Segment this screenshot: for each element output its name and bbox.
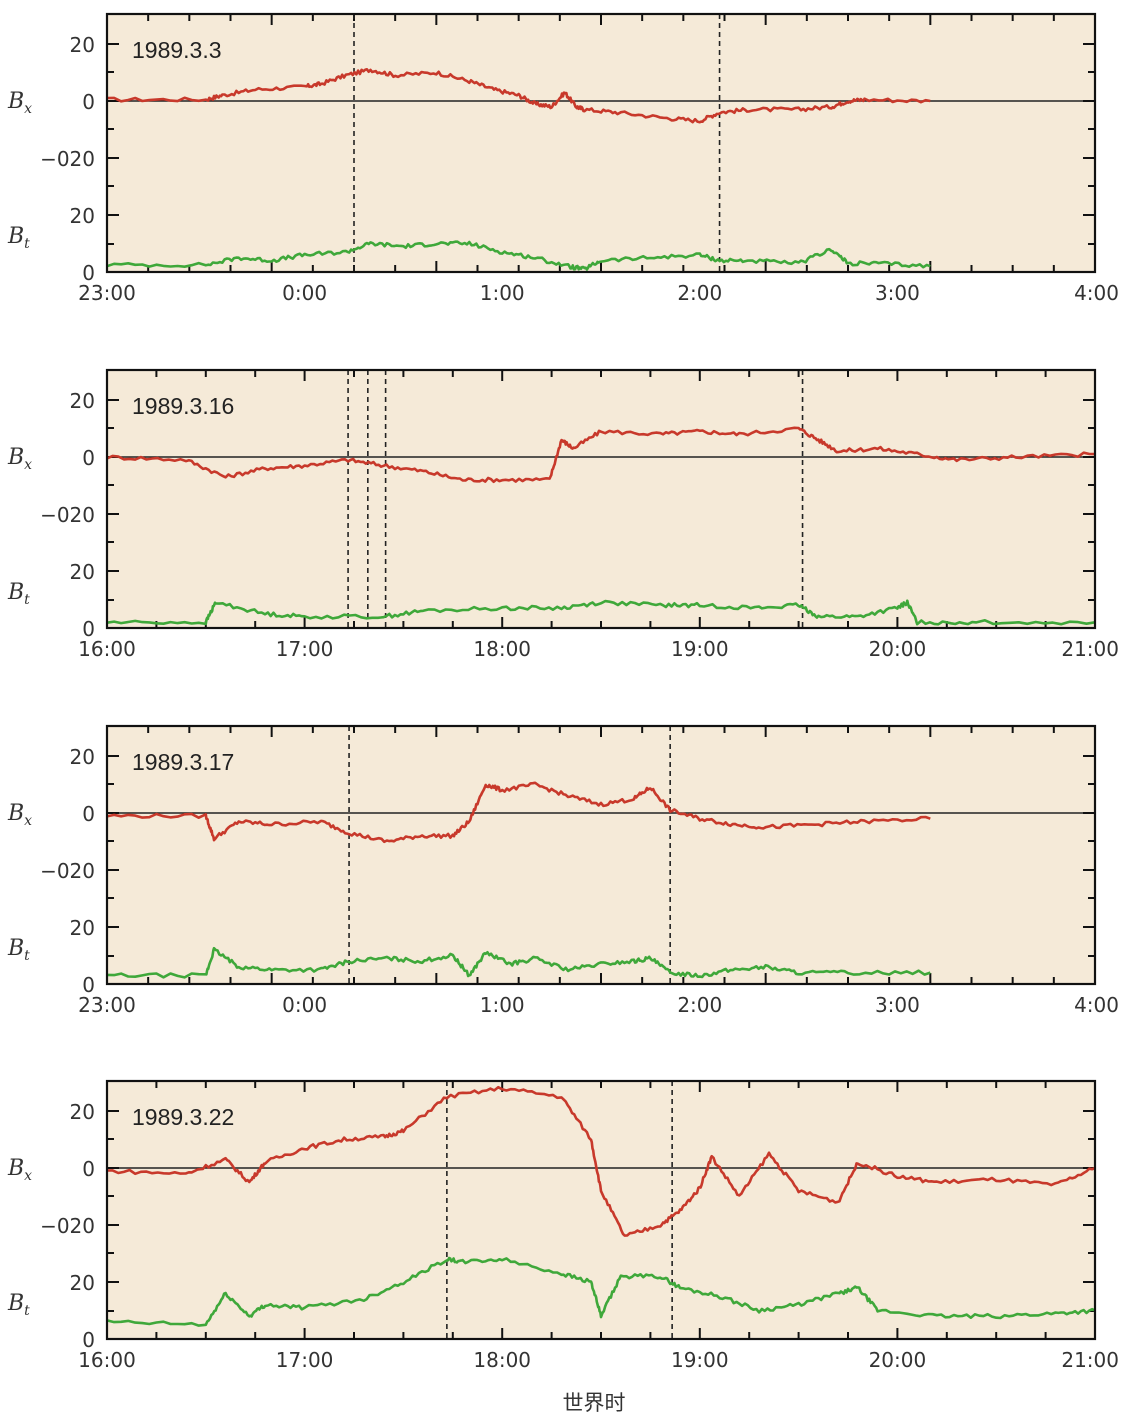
x-tick-label: 4:00 xyxy=(1074,993,1119,1017)
plot-background xyxy=(107,1081,1095,1339)
x-tick-label: 18:00 xyxy=(473,1348,531,1372)
bt-axis-label: Bt xyxy=(7,936,30,964)
x-tick-label: 19:00 xyxy=(671,1348,729,1372)
y-tick-label: 0 xyxy=(82,90,95,114)
x-tick-label: 23:00 xyxy=(78,281,136,305)
plot-frame xyxy=(105,368,1097,630)
y-tick-label: 0 xyxy=(82,973,95,997)
plot-background xyxy=(107,726,1095,984)
y-tick-label: 0 xyxy=(82,261,95,285)
x-tick-label: 17:00 xyxy=(276,637,334,661)
x-tick-label: 0:00 xyxy=(282,993,327,1017)
series-bx-line xyxy=(106,1085,1096,1237)
x-tick-label: 21:00 xyxy=(1061,1348,1119,1372)
x-tick-label: 20:00 xyxy=(869,637,927,661)
x-tick-label: 20:00 xyxy=(869,1348,927,1372)
bx-axis-label: Bx xyxy=(7,801,32,829)
panel-date-label: 1989.3.3 xyxy=(132,37,222,63)
y-tick-label: −020 xyxy=(40,1214,95,1238)
y-tick-label: −020 xyxy=(40,503,95,527)
plot-frame xyxy=(105,1079,1097,1341)
x-tick-label: 2:00 xyxy=(677,993,722,1017)
series-bx-line xyxy=(106,426,1096,484)
plot-frame xyxy=(105,724,1097,986)
bx-axis-label: Bx xyxy=(7,445,32,473)
y-tick-label: 20 xyxy=(70,1271,95,1295)
x-tick-label: 1:00 xyxy=(480,993,525,1017)
x-tick-label: 19:00 xyxy=(671,637,729,661)
y-tick-label: 0 xyxy=(82,446,95,470)
x-tick-label: 21:00 xyxy=(1061,637,1119,661)
y-tick-label: 20 xyxy=(70,745,95,769)
y-tick-label: 20 xyxy=(70,1100,95,1124)
x-tick-label: 23:00 xyxy=(78,993,136,1017)
y-tick-label: 20 xyxy=(70,204,95,228)
plot-frame xyxy=(105,12,1097,274)
bx-axis-label: Bx xyxy=(7,1156,32,1184)
x-tick-label: 3:00 xyxy=(875,281,920,305)
plot-background xyxy=(107,14,1095,272)
y-tick-label: 20 xyxy=(70,33,95,57)
x-tick-label: 16:00 xyxy=(78,1348,136,1372)
x-tick-label: 2:00 xyxy=(677,281,722,305)
series-bx-line xyxy=(106,68,931,124)
bx-axis-label: Bx xyxy=(7,89,32,117)
y-tick-label: 0 xyxy=(82,802,95,826)
panel-date-label: 1989.3.17 xyxy=(132,749,234,775)
x-tick-label: 4:00 xyxy=(1074,281,1119,305)
series-bt-line xyxy=(106,1256,1096,1327)
x-axis-label: 世界时 xyxy=(563,1391,626,1415)
x-tick-label: 0:00 xyxy=(282,281,327,305)
y-tick-label: 20 xyxy=(70,560,95,584)
x-tick-label: 16:00 xyxy=(78,637,136,661)
y-tick-label: 0 xyxy=(82,1328,95,1352)
x-tick-label: 1:00 xyxy=(480,281,525,305)
bt-axis-label: Bt xyxy=(7,580,30,608)
panel-date-label: 1989.3.22 xyxy=(132,1104,234,1130)
panel-1989-3-3: 23:00 0:00 1:00 2:00 3:00 4:00 20 0 −020 20 0 Bx Bt 1… xyxy=(7,12,1119,305)
y-tick-label: 20 xyxy=(70,916,95,940)
bt-axis-label: Bt xyxy=(7,1291,30,1319)
series-bx-line xyxy=(106,781,931,844)
panel-1989-3-16: 16:00 17:00 18:00 19:00 20:00 21:00 20 0 −020 20 0… xyxy=(7,368,1119,661)
x-tick-label: 3:00 xyxy=(875,993,920,1017)
y-tick-label: −020 xyxy=(40,859,95,883)
bt-axis-label: Bt xyxy=(7,224,30,252)
x-tick-label: 17:00 xyxy=(276,1348,334,1372)
series-bt-line xyxy=(106,599,1096,626)
panels: 23:00 0:00 1:00 2:00 3:00 4:00200−020200BxBt1… xyxy=(7,12,1119,1372)
y-tick-label: 0 xyxy=(82,617,95,641)
x-tick-label: 18:00 xyxy=(473,637,531,661)
plot-background xyxy=(107,370,1095,628)
panel-1989-3-17: 23:00 0:00 1:00 2:00 3:00 4:00 20 0 −020 20 0 Bx Bt 1… xyxy=(7,724,1119,1017)
y-tick-label: 20 xyxy=(70,389,95,413)
y-tick-label: 0 xyxy=(82,1157,95,1181)
series-bt-line xyxy=(106,240,931,271)
panel-1989-3-22: 16:00 17:00 18:00 19:00 20:00 21:00 20 0 −020 20 0… xyxy=(7,1079,1119,1372)
series-bt-line xyxy=(106,946,931,979)
y-tick-label: −020 xyxy=(40,147,95,171)
panel-date-label: 1989.3.16 xyxy=(132,393,234,419)
